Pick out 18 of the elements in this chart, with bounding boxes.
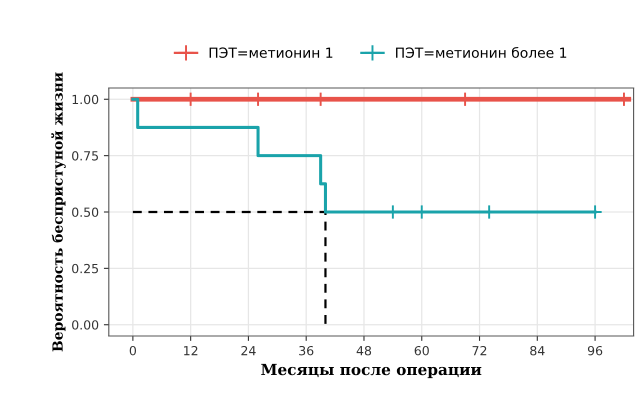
y-tick-label: 0.75 [72, 151, 98, 161]
x-tick-label: 72 [472, 346, 486, 356]
x-tick-label: 48 [356, 346, 372, 356]
y-tick-label: 0.00 [72, 320, 98, 330]
y-tick-label: 0.50 [72, 207, 98, 217]
x-axis-title: Месяцы после операции [261, 364, 482, 378]
x-tick-label: 12 [184, 346, 198, 356]
y-axis-title: Вероятность беспристуной жизни [51, 72, 66, 352]
legend-label: ПЭТ=метионин более 1 [396, 46, 566, 58]
y-tick-label: 0.25 [72, 264, 98, 274]
x-tick-label: 84 [530, 346, 545, 356]
y-tick-label: 1.00 [72, 94, 98, 104]
legend-label: ПЭТ=метионин 1 [210, 47, 332, 58]
x-tick-label: 60 [414, 346, 429, 356]
x-tick-label: 96 [588, 346, 602, 356]
x-tick-label: 36 [299, 346, 314, 356]
x-tick-label: 0 [130, 346, 136, 356]
x-tick-label: 24 [241, 346, 256, 356]
